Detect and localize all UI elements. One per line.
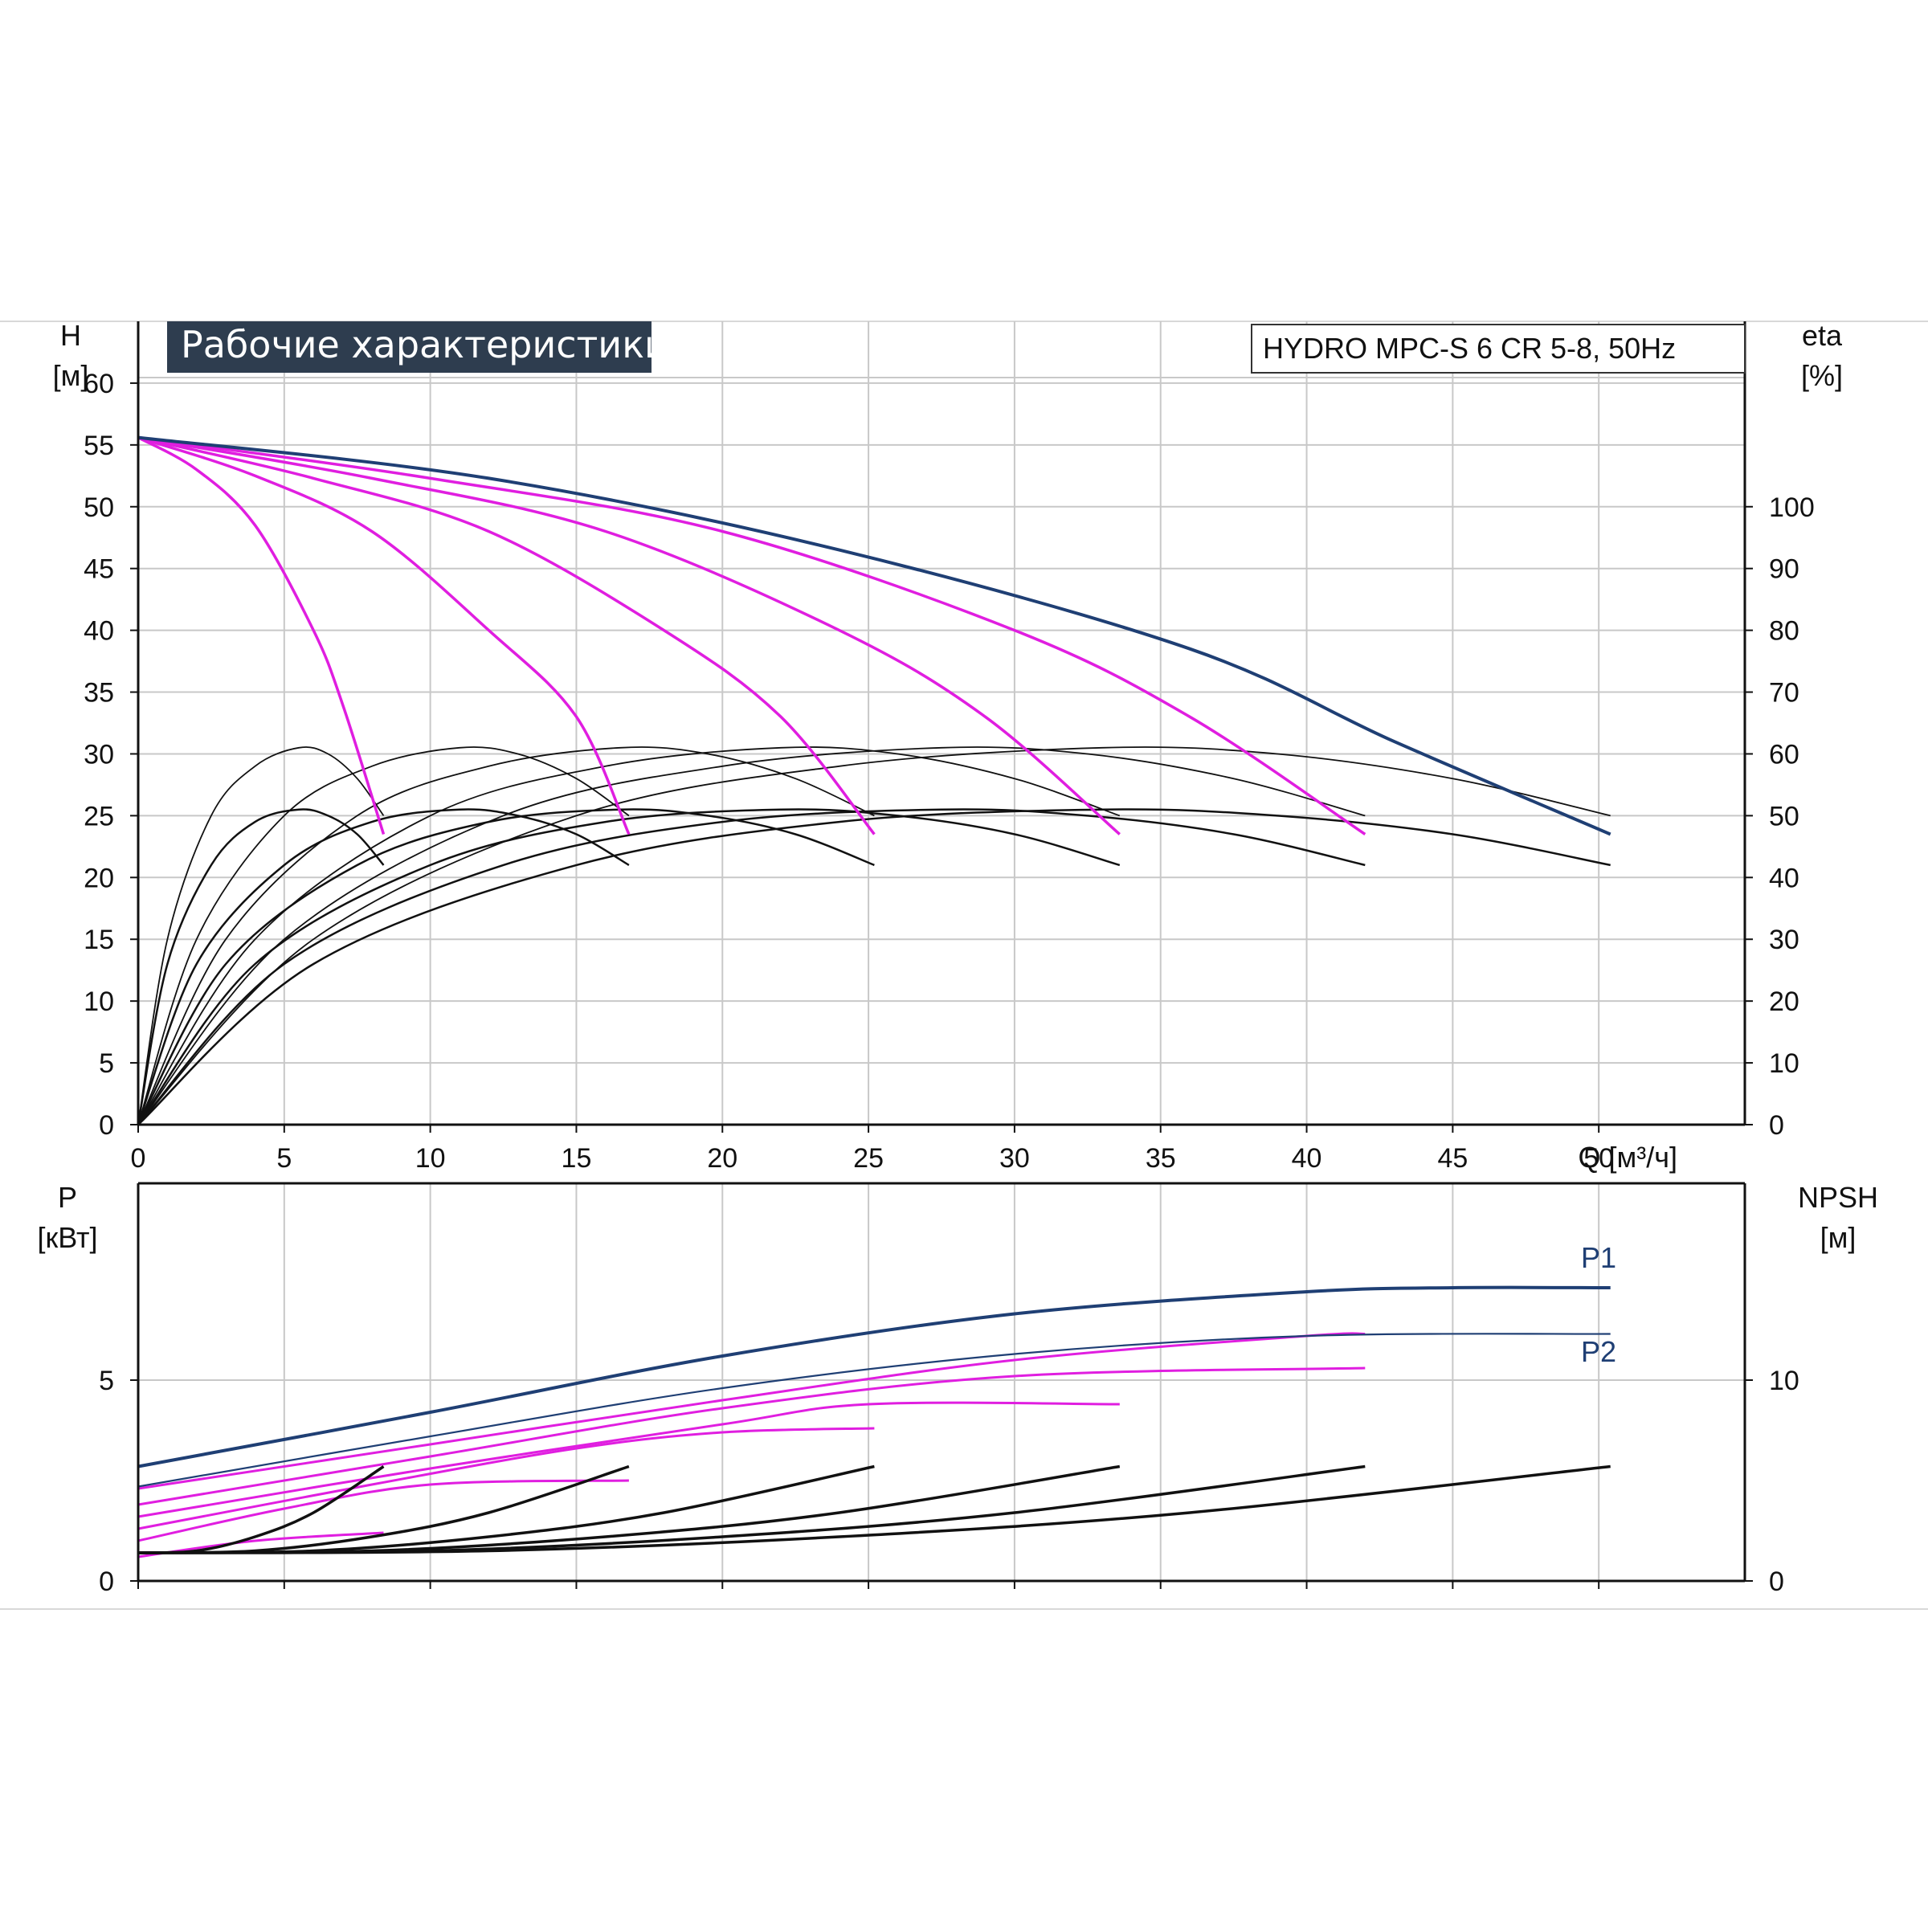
efficiency-curve-low-5 (137, 808, 1366, 1125)
eta-tick-label: 20 (1769, 986, 1799, 1017)
eta-tick-label: 30 (1769, 925, 1799, 955)
efficiency-curve-low-6 (137, 808, 1611, 1125)
head-curve-2 (137, 435, 631, 835)
chart-title: Рабочие характеристики (181, 323, 668, 366)
npsh-tick-label: 10 (1769, 1366, 1799, 1396)
pump-power-curve-3 (137, 1401, 1120, 1518)
head-curve-5 (137, 435, 1366, 835)
pump-power-curve-1 (137, 1332, 1366, 1490)
title-box (167, 321, 652, 373)
efficiency-curve-2 (137, 746, 630, 1125)
bottom-axes: 0 5 0 10 (99, 1182, 1799, 1597)
h-tick-label: 10 (84, 986, 114, 1017)
h-axis-unit: [м] (53, 359, 89, 392)
q-tick-label: 10 (415, 1143, 446, 1174)
q-tick-label: 30 (999, 1143, 1030, 1174)
efficiency-curve-6 (137, 746, 1611, 1125)
efficiency-curve-3 (137, 746, 875, 1125)
efficiency-curve-5 (137, 746, 1366, 1125)
eta-tick-label: 90 (1769, 554, 1799, 585)
series-label-p1: P1 (1581, 1241, 1616, 1274)
q-tick-label: 20 (707, 1143, 737, 1174)
npsh-curve-6 (137, 1464, 1611, 1554)
h-tick-label: 55 (84, 431, 114, 461)
eta-tick-label: 70 (1769, 678, 1799, 709)
head-curve-4 (137, 435, 1121, 835)
efficiency-curve-low-2 (137, 808, 630, 1125)
eta-tick-label: 60 (1769, 739, 1799, 770)
h-tick-label: 40 (84, 616, 114, 647)
h-tick-label: 60 (84, 369, 114, 399)
model-label-box (1251, 324, 1746, 374)
p1-curve (137, 1285, 1611, 1468)
h-tick-label: 15 (84, 925, 114, 955)
p-tick-label: 0 (99, 1566, 114, 1597)
npsh-axis-unit: [м] (1820, 1221, 1857, 1254)
pump-power-curve-4 (137, 1427, 875, 1530)
q-tick-label: 25 (853, 1143, 884, 1174)
top-axes: 0510152025303540455055600102030405060708… (84, 321, 1815, 1174)
q-tick-label: 50 (1583, 1143, 1614, 1174)
h-tick-label: 0 (99, 1110, 114, 1141)
npsh-axis-label: NPSH (1798, 1181, 1878, 1214)
efficiency-curve-4 (137, 746, 1121, 1125)
q-tick-label: 5 (276, 1143, 292, 1174)
p2-curve (137, 1333, 1611, 1488)
h-tick-label: 5 (99, 1048, 114, 1079)
eta-tick-label: 40 (1769, 863, 1799, 893)
eta-tick-label: 50 (1769, 801, 1799, 831)
efficiency-curve-1 (137, 746, 385, 1125)
npsh-tick-label: 0 (1769, 1566, 1784, 1597)
p-axis-unit: [кВт] (37, 1221, 97, 1254)
top-grid (138, 321, 1745, 1125)
h-axis-label: H (60, 319, 81, 352)
eta-tick-label: 10 (1769, 1048, 1799, 1079)
h-tick-label: 20 (84, 863, 114, 893)
eta-axis-unit: [%] (1801, 359, 1843, 392)
pump-power-curve-2 (137, 1366, 1366, 1506)
top-curves (137, 435, 1611, 1125)
h-tick-label: 35 (84, 678, 114, 709)
efficiency-curve-low-1 (137, 808, 385, 1125)
p-axis-label: P (58, 1181, 77, 1214)
eta-axis-label: eta (1802, 319, 1843, 352)
efficiency-curve-low-4 (137, 808, 1121, 1125)
h-tick-label: 30 (84, 739, 114, 770)
p-tick-label: 5 (99, 1366, 114, 1396)
pump-power-curve-5 (137, 1479, 629, 1542)
q-tick-label: 15 (562, 1143, 592, 1174)
series-label-p2: P2 (1581, 1335, 1616, 1368)
q-axis-label: Q [м³/ч] (1578, 1141, 1677, 1174)
head-curve-1 (137, 436, 386, 835)
q-tick-label: 0 (131, 1143, 146, 1174)
h-tick-label: 45 (84, 554, 114, 585)
efficiency-curve-low-3 (137, 808, 875, 1125)
q-tick-label: 40 (1292, 1143, 1322, 1174)
eta-tick-label: 100 (1769, 492, 1815, 523)
q-tick-label: 35 (1146, 1143, 1176, 1174)
head-curve-3 (137, 435, 876, 835)
h-tick-label: 50 (84, 492, 114, 523)
eta-tick-label: 80 (1769, 616, 1799, 647)
h-tick-label: 25 (84, 801, 114, 831)
head-curve-6 (137, 435, 1611, 836)
q-tick-label: 45 (1437, 1143, 1468, 1174)
bottom-curves (137, 1285, 1611, 1558)
eta-tick-label: 0 (1769, 1110, 1784, 1141)
model-label: HYDRO MPC-S 6 CR 5-8, 50Hz (1263, 332, 1676, 365)
